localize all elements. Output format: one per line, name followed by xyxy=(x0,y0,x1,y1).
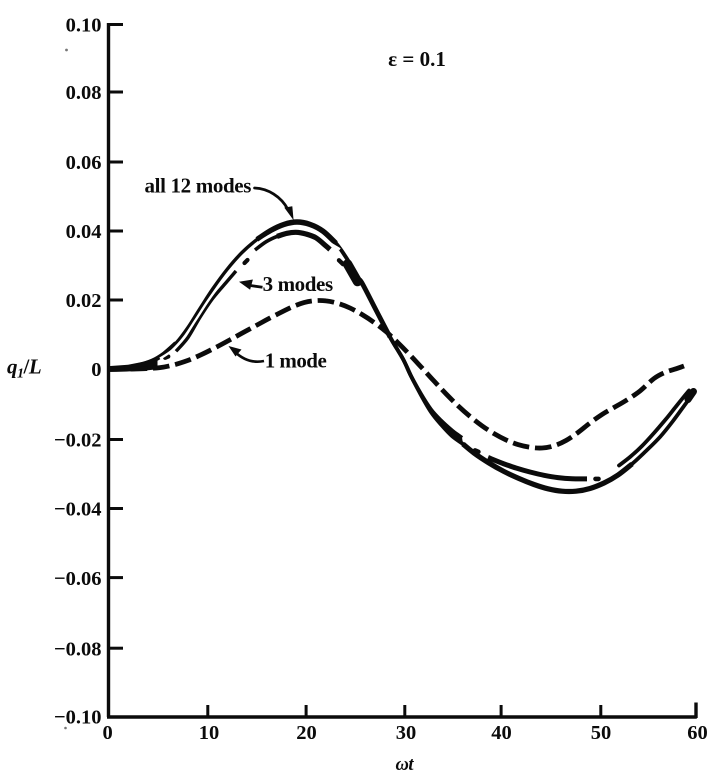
svg-text:3 modes: 3 modes xyxy=(263,272,333,296)
svg-text:0.08: 0.08 xyxy=(66,82,102,104)
svg-text:−0.02: −0.02 xyxy=(54,430,102,452)
svg-text:0: 0 xyxy=(102,722,112,744)
svg-text:all 12 modes: all 12 modes xyxy=(144,174,251,198)
svg-text:q1/L: q1/L xyxy=(7,355,41,382)
svg-text:20: 20 xyxy=(296,722,317,744)
svg-text:10: 10 xyxy=(199,722,220,744)
svg-text:ωt: ωt xyxy=(396,755,415,774)
svg-text:0.06: 0.06 xyxy=(66,152,102,174)
svg-text:0.02: 0.02 xyxy=(66,290,102,312)
svg-text:−0.06: −0.06 xyxy=(54,568,102,590)
svg-text:0.10: 0.10 xyxy=(66,15,102,37)
svg-text:−0.10: −0.10 xyxy=(54,707,102,729)
svg-text:40: 40 xyxy=(491,722,512,744)
svg-text:1 mode: 1 mode xyxy=(265,349,327,373)
svg-text:−0.04: −0.04 xyxy=(54,499,102,521)
svg-text:50: 50 xyxy=(591,722,612,744)
svg-text:ε = 0.1: ε = 0.1 xyxy=(388,47,446,71)
svg-text:30: 30 xyxy=(396,722,417,744)
svg-text:0: 0 xyxy=(91,359,101,381)
svg-text:60: 60 xyxy=(687,722,708,744)
svg-text:−0.08: −0.08 xyxy=(54,638,102,660)
svg-text:0.04: 0.04 xyxy=(66,221,102,243)
